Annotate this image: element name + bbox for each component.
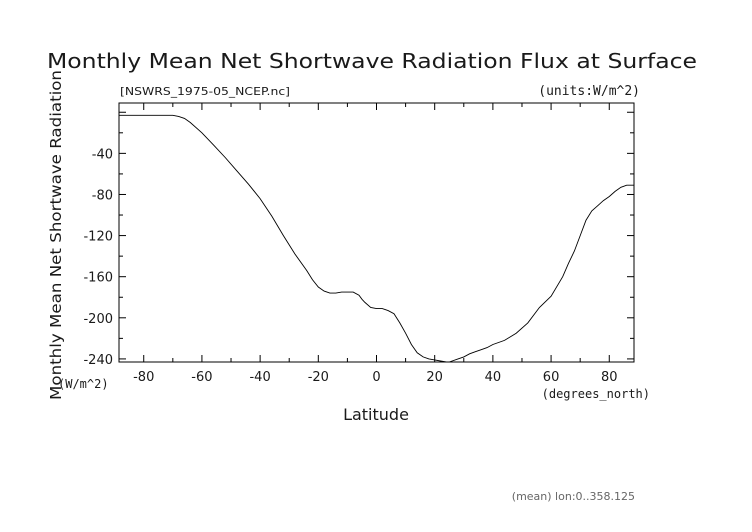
x-tick-label: 40 — [485, 370, 502, 385]
x-tick-label: 80 — [601, 370, 618, 385]
chart-units: (units:W/m^2) — [538, 84, 640, 99]
y-tick-label: -240 — [83, 353, 113, 368]
chart-title: Monthly Mean Net Shortwave Radiation Flu… — [47, 49, 697, 73]
y-tick-label: -40 — [92, 147, 113, 162]
y-axis-unit: (W/m^2) — [58, 377, 109, 391]
footnote: (mean) lon:0..358.125 — [512, 490, 635, 503]
y-tick-label: -80 — [92, 188, 113, 203]
x-axis-label: Latitude — [343, 405, 409, 424]
y-axis-label: Monthly Mean Net Shortwave Radiation — [47, 70, 65, 400]
x-tick-label: -20 — [308, 370, 329, 385]
plot-frame — [118, 102, 635, 363]
x-tick-label: 0 — [372, 370, 380, 385]
y-tick-label: -160 — [83, 271, 113, 286]
x-tick-label: 60 — [543, 370, 560, 385]
x-axis-unit: (degrees_north) — [542, 387, 650, 401]
y-tick-label: -200 — [83, 312, 113, 327]
x-tick-label: 20 — [426, 370, 443, 385]
y-tick-label: -120 — [83, 230, 113, 245]
x-tick-label: -60 — [191, 370, 212, 385]
x-tick-label: -40 — [249, 370, 270, 385]
series-line — [119, 114, 634, 363]
x-tick-label: -80 — [133, 370, 154, 385]
chart-subtitle-left: [NSWRS_1975-05_NCEP.nc] — [120, 85, 290, 98]
